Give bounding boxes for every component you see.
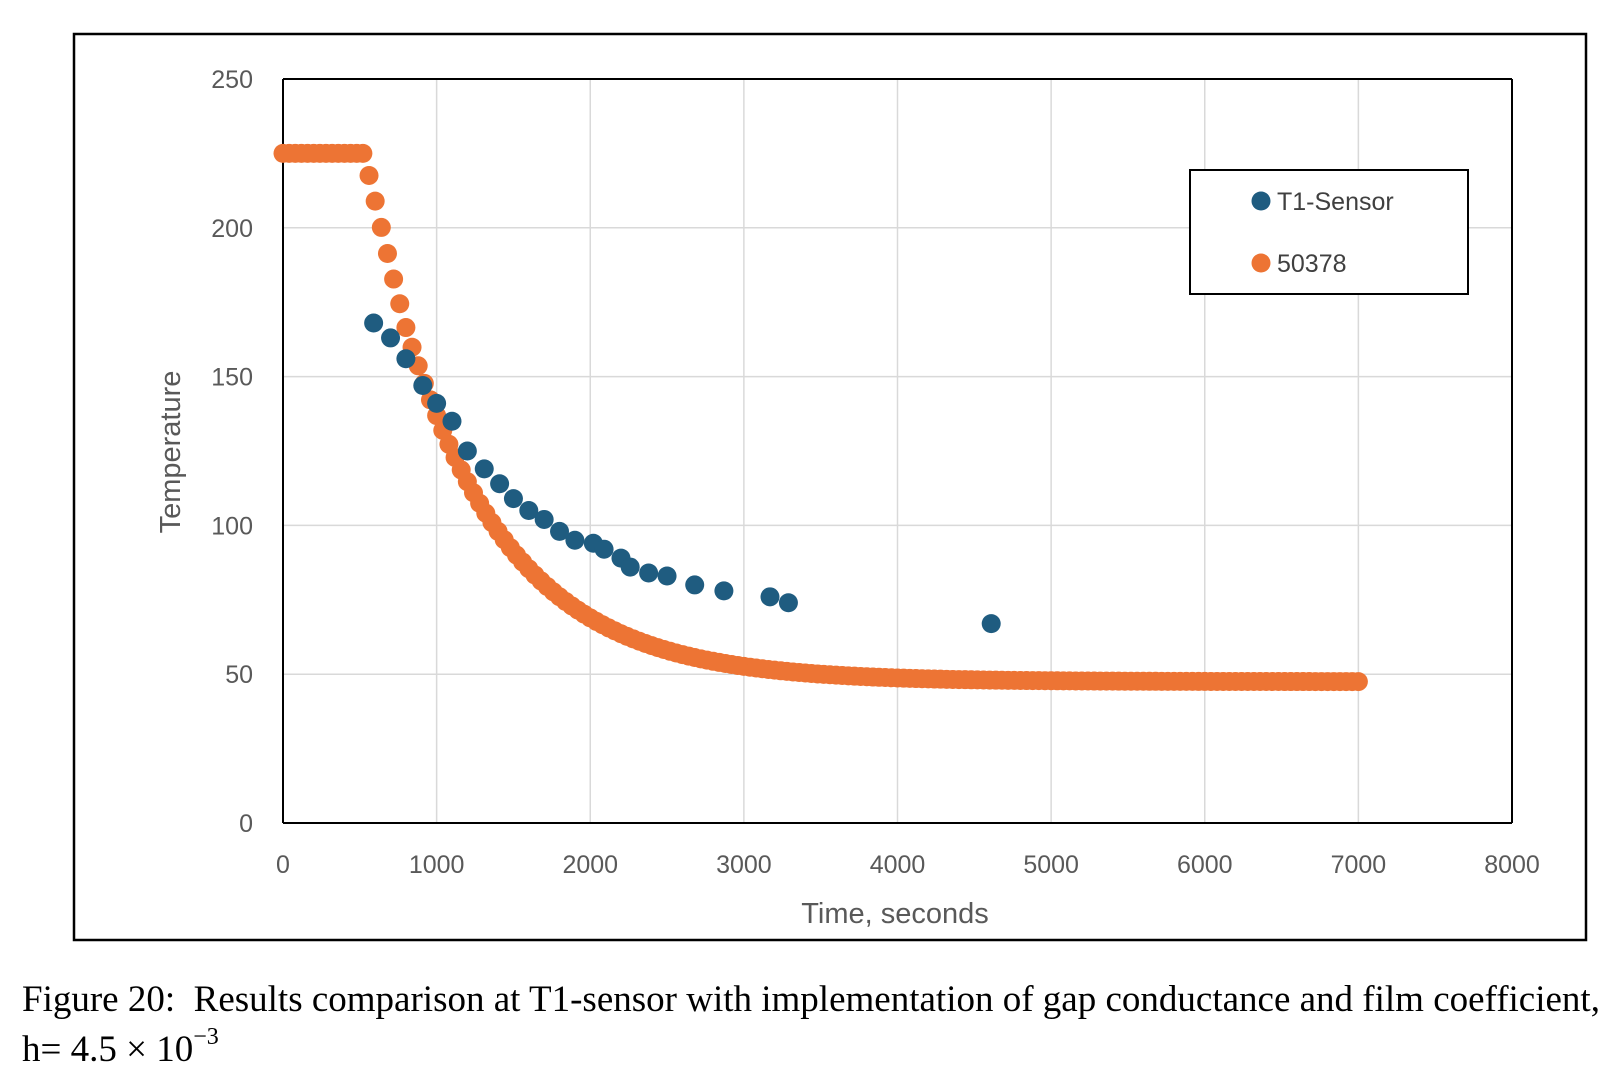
data-point-t1-sensor <box>490 474 510 494</box>
legend-marker-t1-sensor <box>1251 191 1271 211</box>
y-tick-label: 0 <box>239 810 253 838</box>
y-tick-label: 50 <box>225 661 253 689</box>
data-point-50378 <box>1348 672 1368 692</box>
x-tick-label: 0 <box>276 851 290 879</box>
legend: T1-Sensor 50378 <box>1189 169 1469 295</box>
x-tick-label: 5000 <box>1023 851 1079 879</box>
data-point-t1-sensor <box>396 349 416 369</box>
data-point-t1-sensor <box>457 441 477 461</box>
legend-box <box>1189 169 1469 295</box>
data-point-t1-sensor <box>981 614 1001 634</box>
data-point-50378 <box>396 318 416 338</box>
data-point-t1-sensor <box>550 521 570 541</box>
x-tick-label: 2000 <box>562 851 618 879</box>
data-point-t1-sensor <box>565 530 585 550</box>
series-50378 <box>273 143 1368 692</box>
legend-marker-50378 <box>1251 253 1271 273</box>
caption-lead: Figure 20: <box>22 979 176 1020</box>
x-tick-label: 1000 <box>409 851 465 879</box>
data-point-t1-sensor <box>760 587 780 607</box>
data-point-t1-sensor <box>364 313 384 333</box>
data-point-50378 <box>371 217 391 237</box>
data-point-50378 <box>365 191 385 211</box>
data-point-t1-sensor <box>778 593 798 613</box>
y-tick-label: 200 <box>211 215 253 243</box>
x-tick-label: 8000 <box>1484 851 1540 879</box>
data-point-50378 <box>359 165 379 185</box>
y-tick-label: 250 <box>211 66 253 94</box>
data-point-50378 <box>384 269 404 289</box>
data-point-50378 <box>353 143 373 163</box>
data-point-t1-sensor <box>474 459 494 479</box>
data-point-t1-sensor <box>714 581 734 601</box>
data-point-50378 <box>377 244 397 264</box>
y-tick-labels: 0 50 100 150 200 250 <box>211 66 253 838</box>
axes <box>282 78 1513 824</box>
series-t1-sensor <box>364 313 1001 634</box>
x-axis-title: Time, seconds <box>801 898 989 930</box>
data-point-t1-sensor <box>413 376 433 396</box>
x-tick-label: 4000 <box>870 851 926 879</box>
y-axis-title: Temperature <box>155 371 187 534</box>
x-tick-label: 6000 <box>1177 851 1233 879</box>
data-point-t1-sensor <box>427 393 447 413</box>
data-point-t1-sensor <box>639 563 659 583</box>
series <box>273 143 1368 692</box>
y-tick-label: 100 <box>211 512 253 540</box>
legend-label-t1-sensor: T1-Sensor <box>1277 188 1394 216</box>
x-tick-labels: 0 1000 2000 3000 4000 5000 6000 7000 8000 <box>276 851 1540 879</box>
y-tick-label: 150 <box>211 364 253 392</box>
legend-label-50378: 50378 <box>1277 250 1347 278</box>
data-point-t1-sensor <box>503 489 523 509</box>
x-tick-label: 3000 <box>716 851 772 879</box>
data-point-t1-sensor <box>620 557 640 577</box>
x-tick-label: 7000 <box>1331 851 1387 879</box>
data-point-t1-sensor <box>534 509 554 529</box>
data-point-t1-sensor <box>657 566 677 586</box>
caption-text: Results comparison at T1-sensor with imp… <box>22 979 1600 1070</box>
figure-caption: Figure 20: Results comparison at T1-sens… <box>22 975 1602 1075</box>
data-point-t1-sensor <box>594 539 614 559</box>
data-point-t1-sensor <box>519 501 539 521</box>
data-point-t1-sensor <box>685 575 705 595</box>
data-point-t1-sensor <box>381 328 401 348</box>
caption-exponent: −3 <box>193 1023 219 1050</box>
data-point-t1-sensor <box>442 411 462 431</box>
data-point-50378 <box>390 294 410 314</box>
